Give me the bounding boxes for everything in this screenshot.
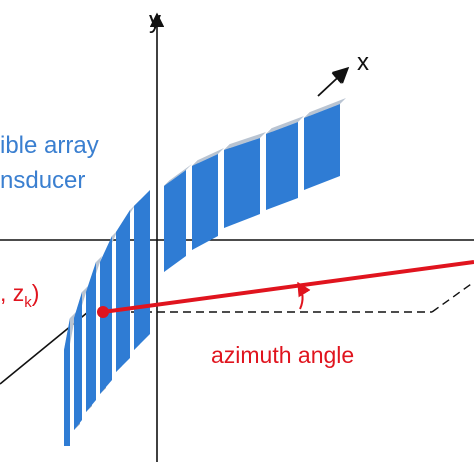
azimuth-angle-label: azimuth angle: [211, 342, 354, 368]
element-point-marker: [97, 306, 109, 318]
azimuth-angle-arc: [297, 281, 311, 310]
transducer-element-top: [266, 116, 304, 134]
transducer-element: [116, 210, 130, 372]
transducer-element: [86, 262, 96, 412]
element-position-label-suffix: ): [32, 280, 40, 306]
element-position-label: , zk): [0, 280, 39, 311]
transducer-element: [192, 154, 218, 250]
transducer-elements: [64, 98, 346, 446]
transducer-element: [164, 170, 186, 272]
transducer-element-top: [224, 132, 266, 150]
transducer-element-top: [164, 164, 192, 186]
transducer-element: [74, 292, 82, 430]
transducer-element: [64, 318, 70, 446]
element-position-label-subscript: k: [24, 294, 32, 311]
transducer-label-line2: nsducer: [0, 167, 85, 194]
x-axis-label: x: [357, 49, 369, 76]
transducer-element-top: [304, 98, 346, 118]
projection-dashed-diagonal: [431, 281, 474, 313]
transducer-element: [304, 104, 340, 190]
transducer-element-top: [192, 148, 224, 166]
x-axis-visible-segment: [317, 66, 350, 97]
beam-line: [102, 260, 474, 314]
element-position-label-prefix: , z: [0, 280, 24, 306]
transducer-element: [134, 190, 150, 350]
y-axis-label: y: [149, 7, 161, 34]
transducer-element: [224, 138, 260, 228]
transducer-label-line1: ible array: [0, 132, 99, 159]
transducer-element: [266, 122, 298, 210]
